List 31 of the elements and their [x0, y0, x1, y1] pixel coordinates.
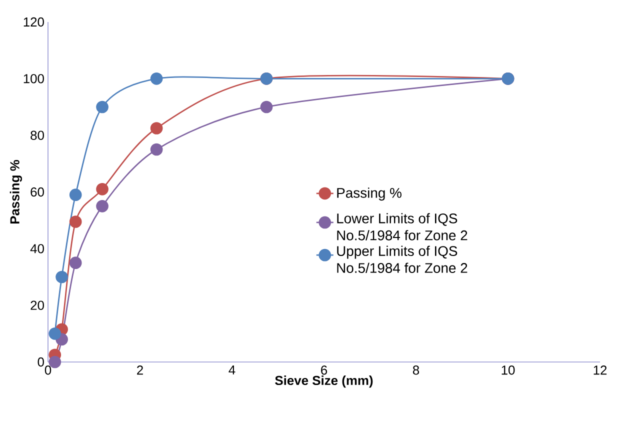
y-tick-label: 0: [38, 357, 44, 367]
legend-label: Lower Limits of IQS No.5/1984 for Zone 2: [337, 213, 468, 240]
y-tick-label: 120: [24, 17, 44, 27]
point: [150, 122, 163, 134]
point: [96, 182, 108, 196]
legend-label: Passing %: [337, 188, 402, 201]
point: [69, 188, 82, 202]
x-tick-label: 12: [594, 366, 607, 375]
x-tick-label: 4: [228, 366, 236, 374]
x-tick-label: 10: [502, 366, 515, 375]
x-tick-label: 8: [412, 366, 420, 375]
x-tick-label: 6: [321, 366, 328, 375]
point: [150, 72, 163, 85]
point: [150, 143, 163, 156]
point: [96, 100, 108, 114]
y-tick-label: 40: [30, 244, 44, 254]
point: [69, 256, 82, 270]
point: [260, 100, 273, 114]
x-tick-label: 0: [44, 366, 52, 375]
legend-label: Upper Limits of IQS No.5/1984 for Zone 2: [337, 246, 468, 273]
point: [96, 200, 108, 212]
y-axis-title: Passing %: [10, 160, 22, 224]
point: [56, 270, 68, 284]
y-tick-label: 80: [30, 130, 44, 140]
x-axis-title: Sieve Size (mm): [275, 376, 373, 388]
point: [69, 216, 82, 228]
point: [48, 327, 62, 340]
y-tick-label: 20: [30, 300, 44, 310]
y-tick-label: 100: [24, 74, 44, 84]
y-tick-label: 60: [30, 187, 44, 197]
x-tick-label: 2: [137, 366, 143, 375]
